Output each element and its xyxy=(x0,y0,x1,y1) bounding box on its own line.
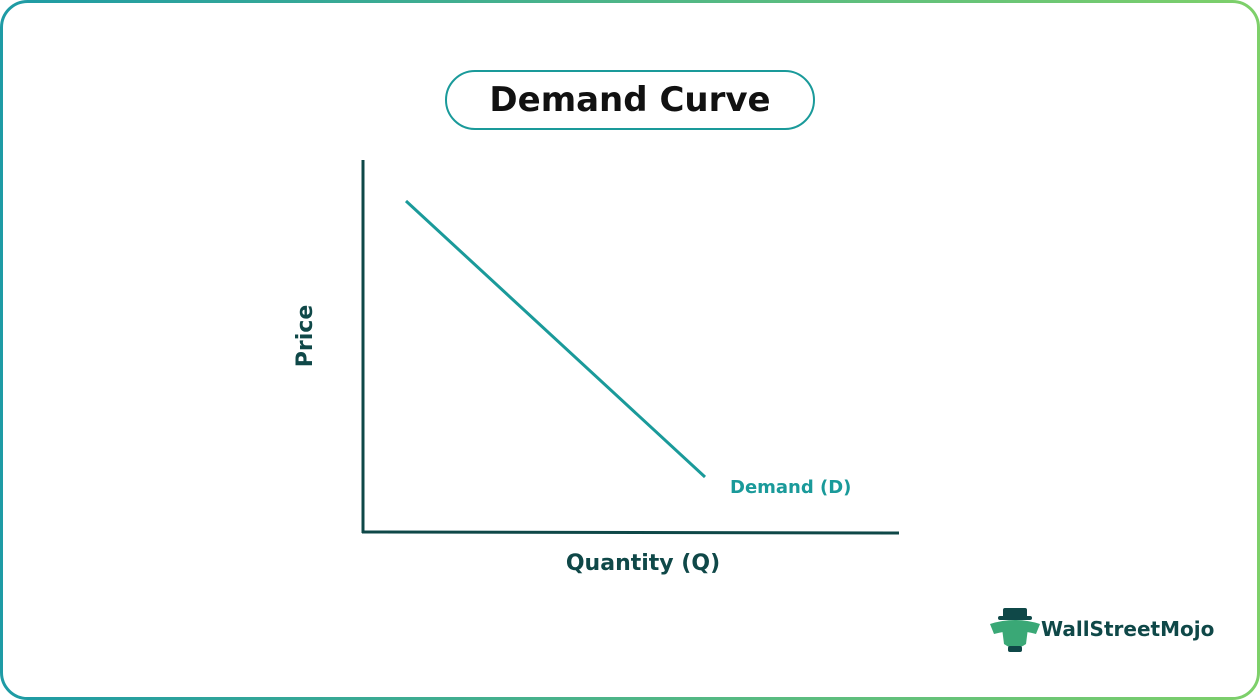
y-axis-label: Price xyxy=(293,305,318,367)
brand: WallStreetMojo xyxy=(1041,617,1214,641)
logo-icon xyxy=(990,608,1040,652)
curve-label: Demand (D) xyxy=(730,477,851,498)
x-axis-label: Quantity (Q) xyxy=(566,551,720,576)
title: Demand Curve xyxy=(489,80,770,120)
title-pill xyxy=(445,70,815,130)
x-axis xyxy=(361,530,900,535)
demand-curve xyxy=(404,199,707,479)
